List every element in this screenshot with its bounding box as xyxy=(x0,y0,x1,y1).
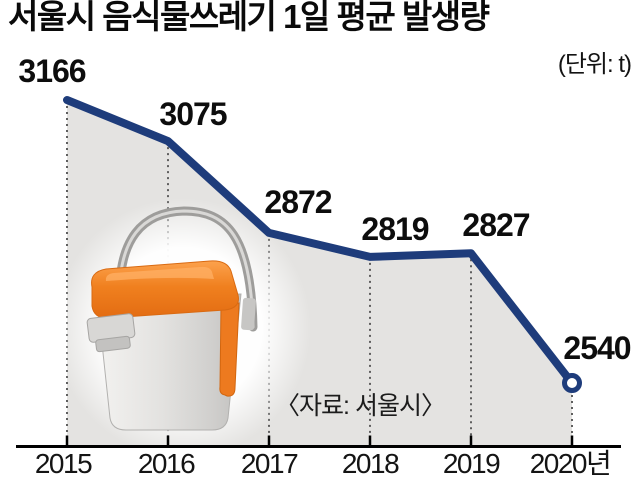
x-axis-label-2019: 2019 xyxy=(442,448,501,479)
x-axis-label-2020: 2020년 xyxy=(529,448,612,479)
bin-handle-highlight xyxy=(118,209,255,329)
value-label-2020: 2540 xyxy=(563,330,631,366)
data-line-layer xyxy=(16,96,621,448)
value-label-2017: 2872 xyxy=(264,184,332,220)
x-axis-label-2016: 2016 xyxy=(137,448,196,479)
end-point-marker xyxy=(562,373,582,394)
source-note: 〈자료: 서울시〉 xyxy=(275,392,446,420)
value-label-2015: 3166 xyxy=(18,53,86,89)
bin-handle-mount xyxy=(241,297,256,331)
data-line xyxy=(63,96,576,388)
bin-latch-lower xyxy=(95,335,131,353)
value-label-2016: 3075 xyxy=(159,96,227,132)
x-axis-label-2018: 2018 xyxy=(341,448,400,479)
chart-title: 서울시 음식물쓰레기 1일 평균 발생량 xyxy=(8,0,490,35)
value-label-2019: 2827 xyxy=(462,207,530,243)
food-waste-bin-illustration xyxy=(55,198,311,458)
x-axis-label-2017: 2017 xyxy=(240,448,299,479)
x-axis-label-2015: 2015 xyxy=(34,448,93,479)
unit-label: (단위: t) xyxy=(557,51,632,78)
bin-lid-sheen xyxy=(105,266,214,281)
value-label-2018: 2819 xyxy=(361,211,429,247)
bin-spout xyxy=(219,302,240,397)
